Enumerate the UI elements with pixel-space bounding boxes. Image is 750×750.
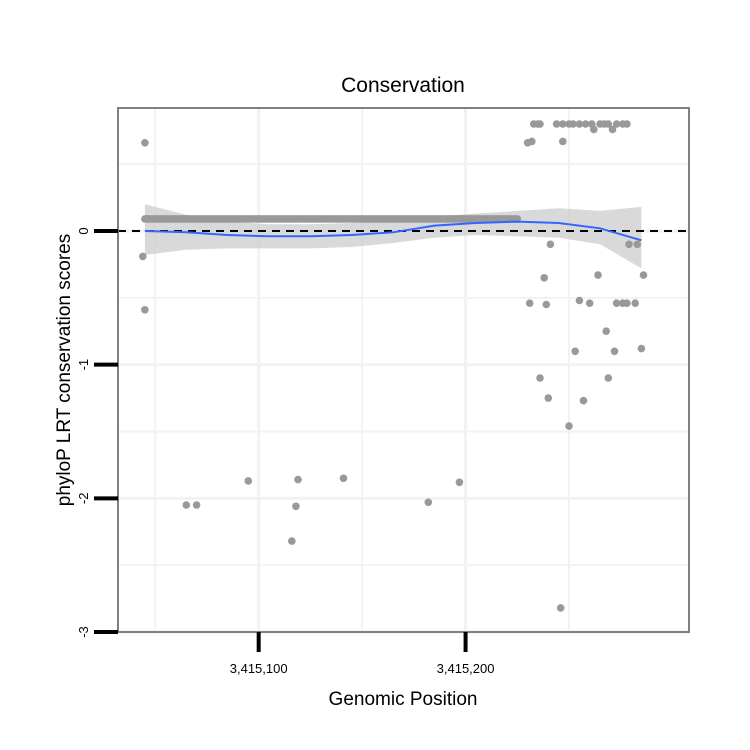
data-point <box>525 299 534 308</box>
data-point <box>552 120 561 128</box>
data-point <box>608 125 617 134</box>
data-point <box>579 396 588 405</box>
data-point <box>565 422 573 430</box>
data-point <box>546 240 555 249</box>
y-tick-label: 0 <box>76 227 91 234</box>
data-point <box>182 501 191 509</box>
data-point <box>536 120 544 128</box>
data-point <box>542 300 551 309</box>
data-point <box>575 120 584 128</box>
grid <box>118 108 689 634</box>
panel-border <box>117 107 690 633</box>
data-point <box>294 475 302 484</box>
confidence-band <box>144 204 642 269</box>
data-point <box>569 120 577 128</box>
data-point <box>612 120 621 128</box>
data-point <box>604 120 613 128</box>
data-point <box>536 374 544 382</box>
data-point <box>139 252 147 261</box>
data-point <box>602 327 610 336</box>
data-point <box>424 498 433 507</box>
points-layer <box>139 120 648 612</box>
data-point <box>631 299 639 308</box>
data-point <box>528 137 536 146</box>
y-tick-label: -2 <box>76 493 91 505</box>
y-tick-label: -3 <box>76 626 91 638</box>
data-point <box>339 474 348 483</box>
data-point <box>594 271 602 279</box>
data-point <box>623 299 631 308</box>
data-point <box>244 477 253 485</box>
data-point <box>575 296 584 305</box>
data-point <box>590 125 598 134</box>
data-point <box>581 120 590 128</box>
data-point <box>192 501 201 509</box>
smooth-line-layer <box>144 220 642 242</box>
y-tick-label: -1 <box>76 359 91 371</box>
data-point <box>288 537 296 545</box>
data-point <box>639 271 648 279</box>
data-point <box>141 139 149 147</box>
data-point <box>544 394 553 402</box>
data-point <box>633 240 642 249</box>
data-point <box>141 306 149 314</box>
axes-layer: 0 -1 -2 -3 3,415,100 3,415,200 <box>76 227 494 676</box>
data-point <box>585 299 594 308</box>
data-point <box>610 347 619 356</box>
data-point <box>455 478 464 487</box>
data-point <box>625 240 633 249</box>
data-point <box>556 604 565 612</box>
data-point <box>637 344 646 353</box>
data-point <box>559 137 567 146</box>
chart-title: Conservation <box>341 74 465 97</box>
data-point <box>623 120 631 128</box>
x-tick-label: 3,415,200 <box>437 661 495 676</box>
data-point <box>612 299 621 308</box>
data-point <box>604 374 613 382</box>
data-point <box>292 502 300 511</box>
data-point <box>571 347 579 356</box>
confidence-band-layer <box>144 204 642 269</box>
x-tick-label: 3,415,100 <box>230 661 288 676</box>
x-axis-title: Genomic Position <box>329 689 478 710</box>
smooth-line <box>144 220 642 242</box>
data-point <box>540 274 548 282</box>
y-axis-title: phyloP LRT conservation scores <box>54 234 75 507</box>
data-point <box>559 120 567 128</box>
